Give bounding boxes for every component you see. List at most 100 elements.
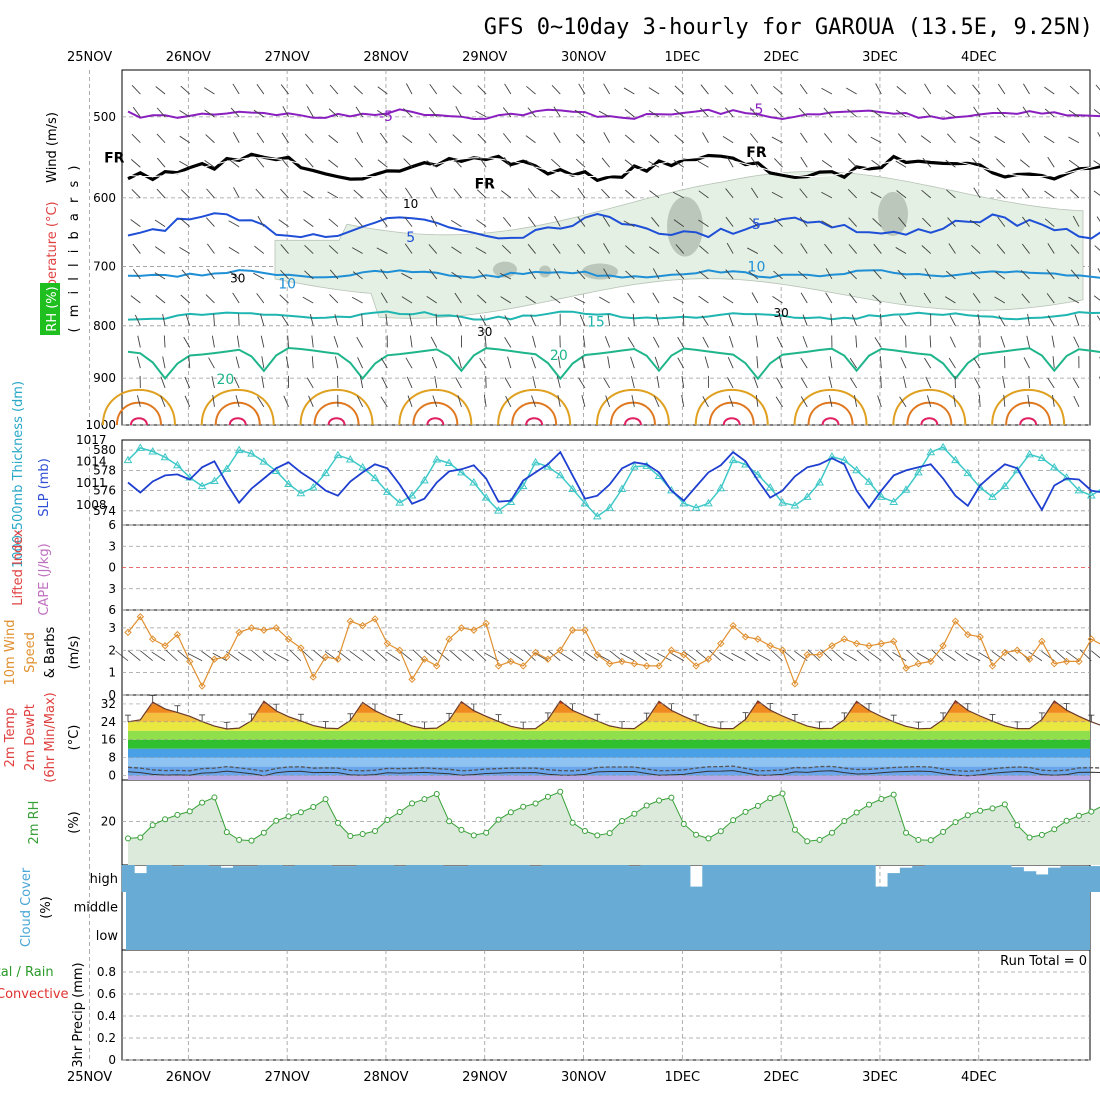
wind-speed-point — [618, 657, 626, 666]
cloud-high-bar — [689, 886, 703, 892]
wind-barb — [1068, 296, 1080, 304]
slp-point — [790, 501, 800, 509]
wind-barb — [362, 650, 376, 662]
cloud-high-bar — [776, 865, 790, 892]
temp2m-panel: 0 8 16 24 32 2m Temp 2m DewPt (6hr Min/Max) (°C) — [3, 692, 1100, 783]
wind-barb — [828, 376, 833, 389]
wind-barb — [130, 219, 141, 227]
rh2m-point — [396, 809, 403, 816]
date-label-top: 28NOV — [363, 50, 408, 65]
date-label-bottom: 30NOV — [561, 1070, 606, 1085]
cloud-high-bar — [838, 865, 851, 892]
wind-barb — [156, 188, 166, 199]
slp-point — [728, 455, 738, 464]
diurnal-isotherm-loop — [694, 389, 769, 426]
wind-barb — [973, 187, 981, 199]
wind-barb — [832, 649, 845, 662]
wind-barb — [623, 220, 635, 227]
cloud-high-bar — [862, 865, 876, 892]
diurnal-isotherm-loop — [609, 401, 656, 426]
wind-barb — [257, 396, 265, 408]
rh2m-point — [421, 796, 428, 803]
wind-barb — [253, 272, 265, 280]
wind-barb — [1021, 243, 1030, 254]
wind-barb — [404, 243, 413, 254]
wind-barb — [656, 376, 660, 389]
cloud-level-label: high — [90, 872, 118, 887]
rh-contour-label: 30 — [774, 306, 789, 320]
wind-barb — [776, 336, 783, 348]
isotherm-15 — [127, 310, 1100, 321]
wind-speed-point — [309, 673, 317, 681]
date-label-top: 4DEC — [961, 50, 997, 65]
wind-barb — [821, 87, 833, 95]
wind-barb — [830, 313, 833, 326]
date-label-bottom: 3DEC — [862, 1070, 898, 1085]
slp-tick-label: 1008 — [76, 498, 107, 512]
wind-speed-point — [519, 662, 527, 670]
rh-contour-label: 30 — [230, 271, 245, 285]
wind-speed-point — [680, 651, 688, 659]
wind-barb — [749, 217, 759, 227]
wind-barb — [725, 269, 734, 280]
rh2m-day-shade — [819, 794, 919, 865]
panel-frame-precip — [121, 949, 1091, 1061]
wind-barb — [500, 272, 512, 280]
temp-band — [128, 700, 1090, 704]
wind-barb — [994, 271, 1006, 280]
wind-speed-point — [642, 662, 651, 670]
wind-barb — [755, 394, 759, 407]
wind-barb — [236, 335, 240, 348]
wind-barb — [848, 217, 857, 227]
wind-barb — [451, 246, 462, 254]
slp-point — [333, 450, 343, 459]
wind-barb — [452, 134, 462, 144]
wind-speed-point — [556, 646, 564, 654]
slp-point — [1086, 490, 1096, 499]
wind-barb — [654, 356, 660, 369]
wind-barb — [412, 649, 425, 662]
cloud-high-bar — [739, 865, 753, 892]
diurnal-isotherm-loop — [426, 417, 445, 426]
slp-point — [420, 475, 429, 484]
axis-label-rh: RH (%) — [45, 286, 60, 331]
pressure-tick-label: 700 — [93, 259, 116, 273]
wind-speed-point — [815, 651, 824, 659]
wind-barb — [601, 157, 610, 168]
wind-barb — [1093, 190, 1100, 196]
wind-barb — [947, 217, 956, 227]
wind-tick-label: 0 — [108, 688, 116, 702]
cloud-high-bar — [998, 865, 1012, 892]
wind-barb — [603, 83, 611, 95]
wind-barb — [750, 187, 759, 199]
wind-speed-point — [358, 621, 367, 630]
wind-barb — [1046, 269, 1055, 280]
cloud-high-bar — [973, 865, 987, 892]
wind-barb — [131, 189, 141, 199]
wind-speed-point — [1038, 637, 1046, 646]
wind-barb — [649, 190, 660, 199]
wind-barb — [477, 189, 487, 199]
wind-barb — [847, 270, 857, 280]
rh2m-day-shade — [128, 797, 227, 865]
wind-barb — [377, 159, 388, 168]
rh2m-point — [248, 837, 255, 844]
wind-barb — [899, 396, 907, 408]
slp-point — [210, 476, 219, 485]
wind-barb — [1044, 218, 1055, 227]
wind-barb — [204, 109, 215, 118]
wind-barb — [303, 219, 314, 227]
contour-label: 15 — [587, 314, 605, 330]
wind-barb — [683, 650, 697, 662]
rh2m-point — [372, 828, 378, 834]
cloud-high-bar — [319, 865, 333, 892]
wind-speed-point — [321, 653, 330, 661]
wind-barb — [552, 243, 561, 254]
rh2m-point — [458, 826, 465, 833]
wind-speed-point — [988, 662, 997, 670]
wind-barb — [280, 84, 289, 95]
axis-label-wind10m: (m/s) — [67, 636, 82, 670]
cloud-high-bar — [220, 867, 234, 892]
rh2m-point — [507, 809, 514, 816]
wind-barb — [965, 652, 981, 662]
